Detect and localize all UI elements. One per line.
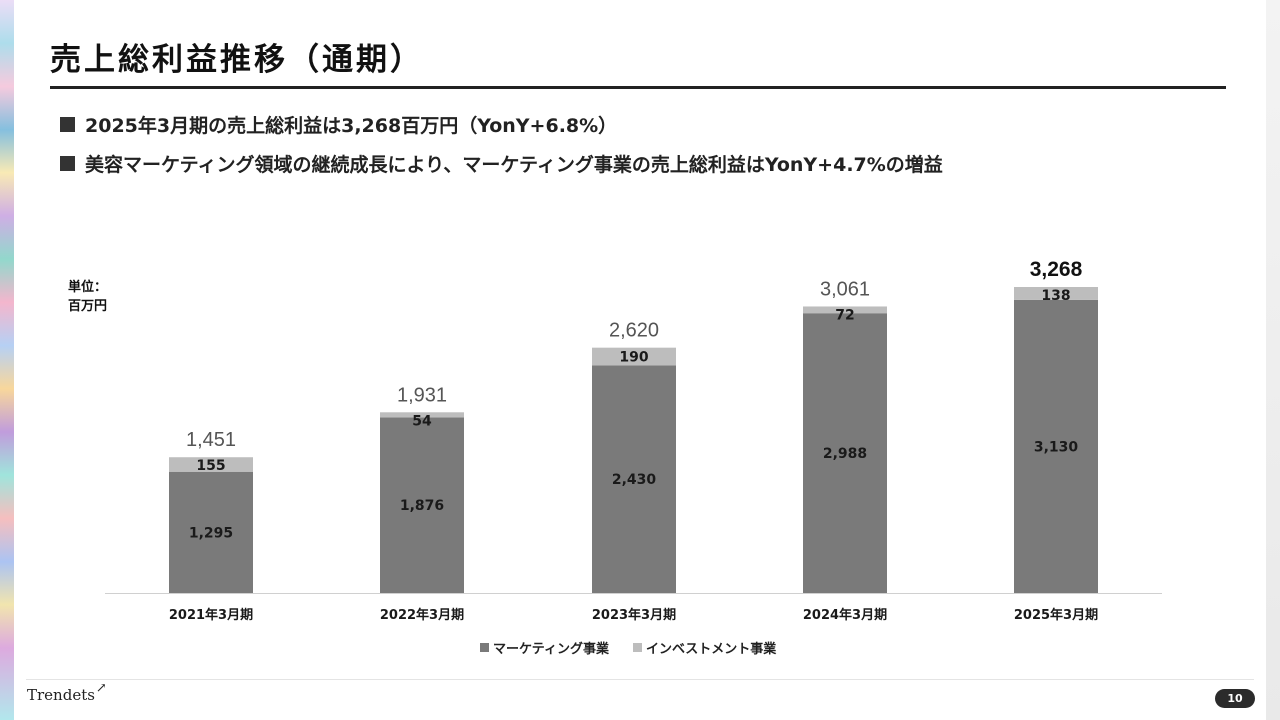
total-label-2: 1,931 — [397, 384, 447, 406]
legend-label-investment: インベストメント事業 — [645, 642, 777, 657]
legend-swatch-marketing — [480, 643, 489, 652]
total-label-1: 1,451 — [186, 429, 236, 451]
bar-investment-2 — [380, 412, 464, 418]
x-tick-label-4: 2024年3月期 — [803, 607, 887, 623]
bullet-square-icon — [60, 156, 75, 171]
data-label-investment-1: 155 — [196, 458, 225, 474]
bar-investment-4 — [803, 306, 887, 314]
bar-marketing-4 — [803, 313, 887, 593]
logo-text: Trendets — [27, 686, 95, 704]
legend-item-investment: インベストメント事業 — [632, 638, 777, 657]
x-tick-label-3: 2023年3月期 — [592, 607, 676, 623]
data-label-marketing-2: 1,876 — [400, 498, 444, 514]
total-label-5: 3,268 — [1030, 258, 1083, 281]
total-label-4: 3,061 — [820, 278, 870, 300]
data-label-investment-4: 72 — [835, 307, 854, 323]
data-label-marketing-5: 3,130 — [1034, 439, 1079, 455]
bullet-1: 2025年3月期の売上総利益は3,268百万円（YonY+6.8%） — [60, 111, 617, 138]
bar-marketing-5 — [1014, 299, 1098, 593]
bar-marketing-3 — [592, 365, 676, 593]
bullet-1-text: 2025年3月期の売上総利益は3,268百万円（YonY+6.8%） — [85, 115, 618, 137]
bullet-square-icon — [60, 117, 75, 132]
decorative-side-art — [0, 0, 14, 720]
right-edge-strip — [1266, 0, 1280, 720]
bullet-2-text: 美容マーケティング領域の継続成長により、マーケティング事業の売上総利益はYonY… — [85, 154, 943, 176]
legend-label-marketing: マーケティング事業 — [493, 642, 609, 657]
page-title: 売上総利益推移（通期） — [50, 42, 424, 78]
legend-swatch-investment — [632, 643, 642, 652]
data-label-investment-2: 54 — [412, 413, 432, 429]
data-label-marketing-3: 2,430 — [612, 472, 657, 488]
page-number-badge: 10 — [1215, 689, 1255, 708]
bar-investment-1 — [169, 457, 253, 472]
bullet-2: 美容マーケティング領域の継続成長により、マーケティング事業の売上総利益はYonY… — [60, 150, 943, 177]
total-label-3: 2,620 — [609, 320, 659, 342]
bar-marketing-2 — [380, 417, 464, 593]
x-tick-label-2: 2022年3月期 — [380, 607, 464, 623]
legend-item-marketing: マーケティング事業 — [480, 638, 609, 657]
footer-divider — [26, 679, 1254, 680]
unit-label-line1: 単位： — [68, 280, 108, 295]
data-label-marketing-4: 2,988 — [823, 446, 867, 462]
bar-investment-5 — [1014, 286, 1098, 300]
title-underline — [50, 86, 1226, 89]
data-label-marketing-1: 1,295 — [189, 525, 233, 541]
bar-marketing-1 — [169, 471, 253, 593]
x-tick-label-1: 2021年3月期 — [169, 607, 253, 623]
logo-arrow-icon: ↗ — [95, 680, 107, 696]
data-label-investment-5: 138 — [1041, 288, 1070, 304]
unit-label: 単位： 百万円 — [68, 278, 107, 316]
unit-label-line2: 百万円 — [68, 299, 108, 314]
company-logo: Trendets ↗ — [27, 681, 107, 705]
bar-investment-3 — [592, 347, 676, 366]
data-label-investment-3: 190 — [619, 350, 648, 366]
x-tick-label-5: 2025年3月期 — [1014, 607, 1098, 623]
chart-legend: マーケティング事業 インベストメント事業 — [480, 638, 776, 657]
